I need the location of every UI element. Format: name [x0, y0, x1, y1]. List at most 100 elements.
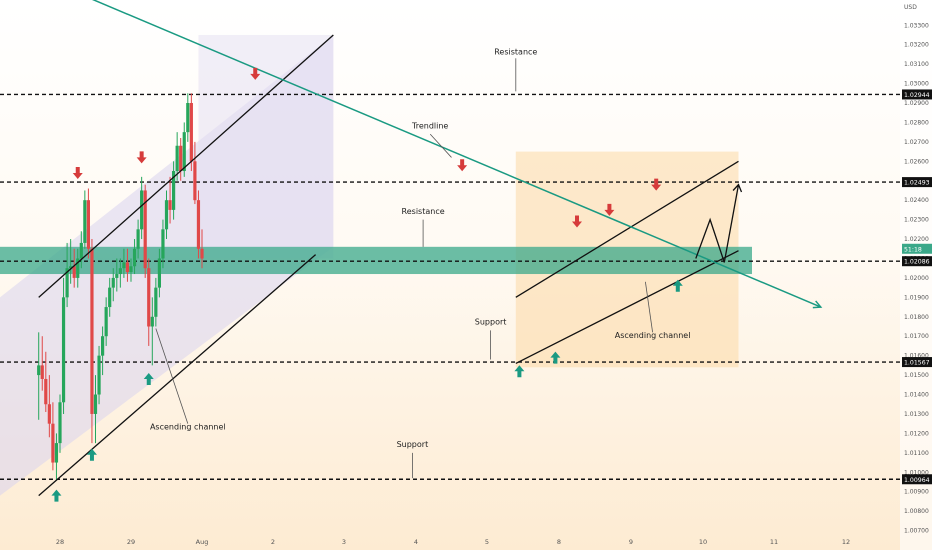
candle[interactable] — [40, 336, 44, 391]
candle[interactable] — [115, 258, 119, 292]
candle[interactable] — [164, 190, 169, 240]
left-channel-lower-line[interactable] — [38, 254, 317, 497]
candle[interactable] — [47, 375, 51, 438]
candle[interactable] — [189, 93, 193, 172]
candle[interactable] — [157, 248, 161, 298]
price-tick-label: 1.03300 — [904, 22, 929, 29]
down-arrow-icon — [572, 215, 582, 228]
right-channel-lower-line[interactable] — [515, 250, 739, 365]
price-tick-label: 1.00700 — [904, 528, 929, 535]
time-axis: 28 29 Aug 2 3 4 5 8 9 10 11 12 — [56, 538, 850, 546]
currency-label: USD — [904, 4, 917, 11]
candle[interactable] — [193, 141, 197, 205]
candle[interactable] — [37, 332, 41, 420]
candle[interactable] — [154, 277, 158, 327]
time-tick-label: 3 — [342, 538, 346, 546]
annotation-pointer — [429, 133, 452, 158]
candle[interactable] — [186, 93, 190, 142]
candle[interactable] — [101, 326, 105, 376]
candle-body — [143, 190, 147, 269]
right-channel-upper-line[interactable] — [515, 160, 739, 298]
candle[interactable] — [122, 248, 126, 278]
price-tick-label: 1.00900 — [904, 489, 929, 496]
annotation-pointer — [645, 281, 653, 333]
candle-body — [44, 378, 48, 405]
candle[interactable] — [140, 176, 144, 240]
candle-body — [129, 266, 133, 273]
candle-body — [172, 171, 176, 210]
candle[interactable] — [143, 184, 147, 278]
candle-body — [168, 200, 172, 210]
candle[interactable] — [86, 188, 90, 259]
current-price-badge-bg — [902, 243, 932, 254]
left-channel-upper-line[interactable] — [38, 34, 334, 298]
current-price-badge-text: 51:18 — [904, 246, 922, 253]
candle[interactable] — [76, 248, 80, 288]
price-tick-label: 1.02600 — [904, 158, 929, 165]
candle[interactable] — [58, 394, 62, 453]
candle[interactable] — [44, 351, 48, 413]
candle-body — [132, 248, 137, 267]
candle[interactable] — [54, 433, 59, 481]
current-price-badge: 51:18 — [902, 243, 932, 254]
candle[interactable] — [72, 248, 76, 288]
horizontal-levels — [0, 93, 900, 480]
price-tick-label: 1.01100 — [904, 450, 929, 457]
trendline-arrowhead — [812, 300, 823, 309]
candle[interactable] — [83, 190, 87, 249]
candle[interactable] — [69, 239, 73, 284]
candle[interactable] — [61, 277, 66, 414]
trendline[interactable] — [39, 0, 822, 308]
up-arrow-icon — [672, 279, 683, 292]
candle[interactable] — [200, 229, 204, 269]
candle-body — [193, 161, 197, 201]
candle[interactable] — [111, 268, 115, 302]
candle[interactable] — [93, 375, 98, 444]
candle[interactable] — [108, 277, 112, 317]
price-level-badge-bg — [902, 474, 932, 485]
annotation-pointer — [155, 328, 189, 424]
up-arrow-icon — [143, 372, 154, 385]
candle[interactable] — [179, 137, 183, 181]
candle[interactable] — [168, 176, 172, 224]
candle[interactable] — [172, 161, 176, 220]
candle[interactable] — [97, 345, 101, 405]
candle[interactable] — [79, 231, 83, 269]
price-tick-label: 1.02200 — [904, 236, 929, 243]
candle-body — [118, 268, 122, 275]
candle-body — [161, 229, 165, 259]
candle[interactable] — [196, 190, 201, 259]
candle[interactable] — [150, 297, 154, 366]
price-tick-label: 1.03100 — [904, 61, 929, 68]
candle-body — [76, 258, 80, 278]
price-level-badge: 1.01567 — [902, 357, 932, 368]
price-tick-label: 1.01500 — [904, 372, 929, 379]
price-level-badge-text: 1.02493 — [904, 180, 930, 187]
price-tick-label: 1.02000 — [904, 275, 929, 282]
price-level-badge: 1.02944 — [902, 89, 932, 100]
candle[interactable] — [65, 242, 69, 308]
candle[interactable] — [104, 297, 108, 346]
annotation-label: Resistance — [402, 207, 445, 216]
candle[interactable] — [132, 239, 137, 275]
time-tick-label: 10 — [699, 538, 707, 546]
time-tick-label: 8 — [557, 538, 561, 546]
candle[interactable] — [129, 258, 133, 282]
price-tick-label: 1.02700 — [904, 139, 929, 146]
candle[interactable] — [90, 239, 94, 444]
candle[interactable] — [147, 258, 151, 346]
down-arrow-icon — [651, 178, 662, 191]
candles — [37, 93, 204, 481]
price-level-badge-bg — [902, 256, 932, 267]
candle[interactable] — [136, 219, 140, 259]
price-tick-label: 1.01700 — [904, 333, 929, 340]
candle[interactable] — [161, 219, 165, 269]
candle[interactable] — [175, 132, 179, 181]
projection-path[interactable] — [695, 184, 740, 263]
candle-body — [111, 277, 115, 288]
candle[interactable] — [51, 402, 55, 471]
candle[interactable] — [125, 248, 130, 282]
candle[interactable] — [118, 258, 122, 288]
